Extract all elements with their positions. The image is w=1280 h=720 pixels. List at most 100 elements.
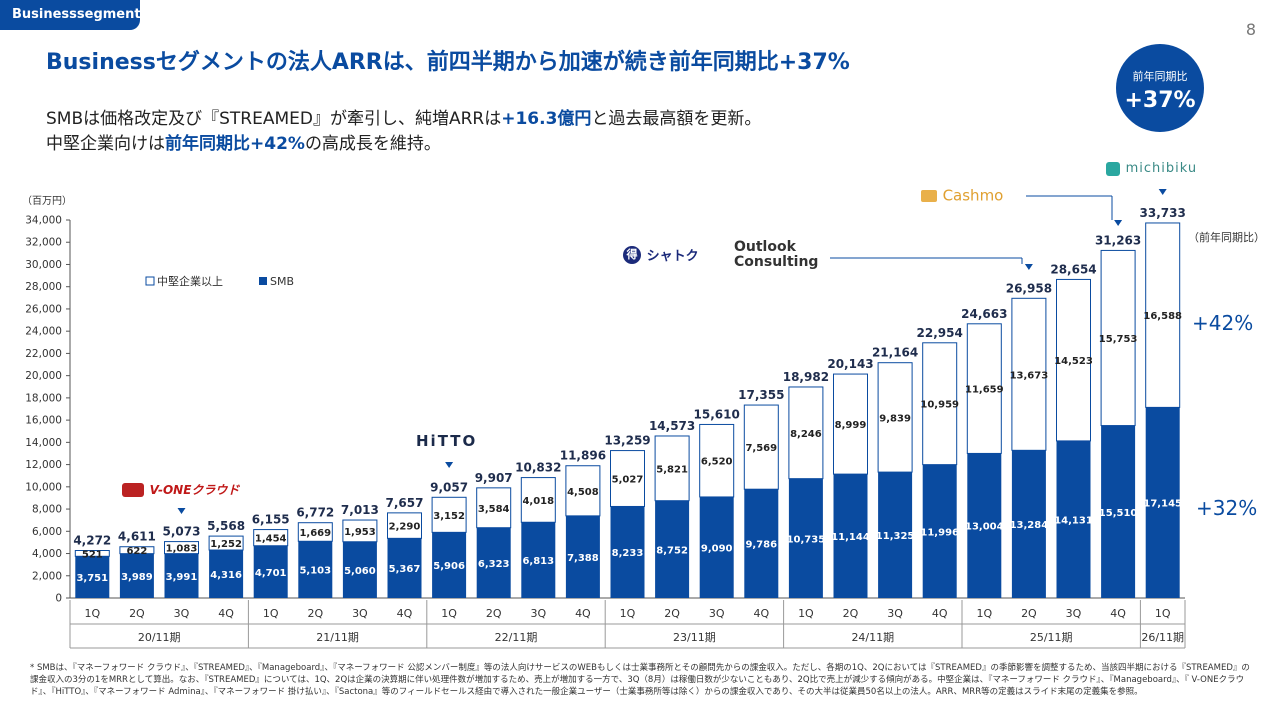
bar-smb	[119, 553, 154, 598]
bar-mid-label: 7,569	[745, 443, 777, 454]
bar-mid	[431, 496, 467, 533]
bar-mid	[297, 522, 333, 542]
y-tick-label: 22,000	[25, 348, 62, 360]
period-label: 26/11期	[1141, 631, 1184, 644]
y-tick-label: 18,000	[25, 392, 62, 404]
bar-mid-label: 9,839	[879, 413, 911, 424]
bar-total-label: 28,654	[1050, 262, 1096, 276]
x-tick-label: 1Q	[620, 607, 636, 620]
michibiku-logo: michibiku	[1106, 158, 1197, 177]
bar-smb	[788, 478, 823, 598]
bar-smb-label: 5,060	[344, 566, 376, 577]
bar-smb-label: 6,323	[478, 559, 510, 570]
bar-smb-label: 3,751	[76, 573, 108, 584]
bar-smb	[209, 550, 244, 598]
bar-smb-label: 13,004	[965, 522, 1004, 533]
yoy-badge-label: 前年同期比	[1132, 70, 1188, 83]
x-axis: 1Q 2Q 3Q 4Q 1Q 2Q 3Q 4Q 1Q 2Q 3Q 4Q 1Q 2Q 3Q 4Q 1Q 2Q 3Q 4Q…	[69, 600, 1186, 649]
outlook-logo: Outlook Consulting	[734, 239, 819, 270]
bar-mid-label: 622	[126, 546, 147, 557]
bar-smb-label: 9,090	[701, 543, 733, 554]
bar-smb-label: 4,316	[210, 570, 242, 581]
bar-mid-label: 3,152	[433, 511, 465, 522]
annotations	[177, 189, 1167, 514]
bar-smb-label: 11,144	[831, 532, 870, 543]
y-tick-label: 14,000	[25, 437, 62, 449]
period-label: 24/11期	[851, 631, 894, 644]
bar-smb-label: 5,367	[389, 564, 421, 575]
legend-swatch-mid	[145, 276, 155, 286]
bar-mid	[966, 323, 1002, 454]
hitto-logo: HiTTO	[416, 432, 478, 450]
bar-smb-label: 5,906	[433, 561, 465, 572]
yoy-badge: 前年同期比 +37%	[1116, 44, 1204, 132]
y-tick-label: 0	[55, 593, 62, 605]
bar-mid	[654, 435, 690, 502]
bar-mid	[1056, 278, 1091, 442]
x-tick-label: 2Q	[843, 607, 859, 620]
x-tick-label: 4Q	[753, 607, 769, 620]
bar-total-label: 15,610	[694, 407, 740, 421]
bar-smb	[1145, 407, 1180, 598]
bar-smb	[610, 506, 645, 598]
y-tick-label: 24,000	[25, 326, 62, 338]
bar-total-label: 20,143	[827, 357, 873, 371]
bar-total-label: 18,982	[783, 370, 829, 384]
bar-smb	[744, 489, 779, 598]
bar-total-label: 5,568	[207, 519, 245, 533]
bar-smb	[878, 472, 913, 598]
vone-logo-icon	[122, 482, 144, 497]
bar-mid	[253, 529, 289, 547]
legend-label-mid: 中堅企業以上	[157, 274, 223, 288]
subtitle-2-highlight: 前年同期比+42%	[165, 134, 305, 154]
bar-smb-label: 5,103	[299, 566, 331, 577]
bar-mid-label: 5,821	[656, 464, 688, 475]
bar-mid-label: 521	[82, 549, 103, 560]
bar-smb	[699, 496, 734, 598]
bar-total-label: 5,073	[163, 525, 201, 539]
x-tick-label: 3Q	[174, 607, 190, 620]
subtitle-1-text-b: と過去最高額を更新。	[591, 109, 762, 129]
bar-smb	[1056, 440, 1091, 598]
x-tick-label: 4Q	[575, 607, 591, 620]
y-tick-label: 28,000	[25, 281, 62, 293]
bar-total-label: 26,958	[1006, 281, 1052, 295]
bar-mid	[119, 546, 155, 555]
bar-mid	[476, 487, 512, 529]
bar-smb	[565, 515, 600, 598]
bar-mid-label: 8,246	[790, 429, 822, 440]
x-tick-label: 2Q	[307, 607, 323, 620]
bar-mid-label: 5,027	[612, 475, 644, 486]
bar-mid	[208, 535, 244, 551]
michibiku-marker	[1158, 189, 1167, 195]
x-tick-label: 4Q	[1110, 607, 1126, 620]
bar-smb-label: 11,996	[920, 527, 959, 538]
bar-smb	[253, 545, 288, 598]
bar-mid-label: 16,588	[1143, 311, 1182, 322]
bar-total-label: 17,355	[738, 388, 784, 402]
bar-mid-label: 10,959	[920, 400, 959, 411]
bar-total-label: 9,057	[430, 480, 468, 494]
bar-mid-label: 1,669	[299, 528, 331, 539]
bar-mid	[877, 362, 913, 473]
bar-smb-label: 3,991	[166, 572, 198, 583]
period-label: 22/11期	[495, 631, 538, 644]
bar-mid-label: 11,659	[965, 385, 1004, 396]
bar-total-label: 21,164	[872, 346, 918, 360]
bar-mid-label: 1,252	[210, 539, 242, 550]
bar-mid	[1100, 249, 1136, 427]
legend: 中堅企業以上 SMB	[145, 274, 294, 288]
bar-mid	[565, 465, 601, 517]
bar-mid	[1011, 297, 1047, 451]
y-tick-label: 20,000	[25, 370, 62, 382]
y-tick-label: 12,000	[25, 459, 62, 471]
bar-mid	[74, 550, 110, 557]
y-tick-label: 6,000	[32, 526, 62, 538]
bar-total-label: 22,954	[917, 326, 963, 340]
y-tick-label: 34,000	[25, 215, 62, 227]
vone-logo: V-ONEクラウド	[122, 479, 239, 498]
yoy-badge-value: +37%	[1124, 88, 1196, 113]
vone-logo-text: V-ONEクラウド	[149, 483, 240, 497]
bar-smb	[1101, 425, 1136, 598]
